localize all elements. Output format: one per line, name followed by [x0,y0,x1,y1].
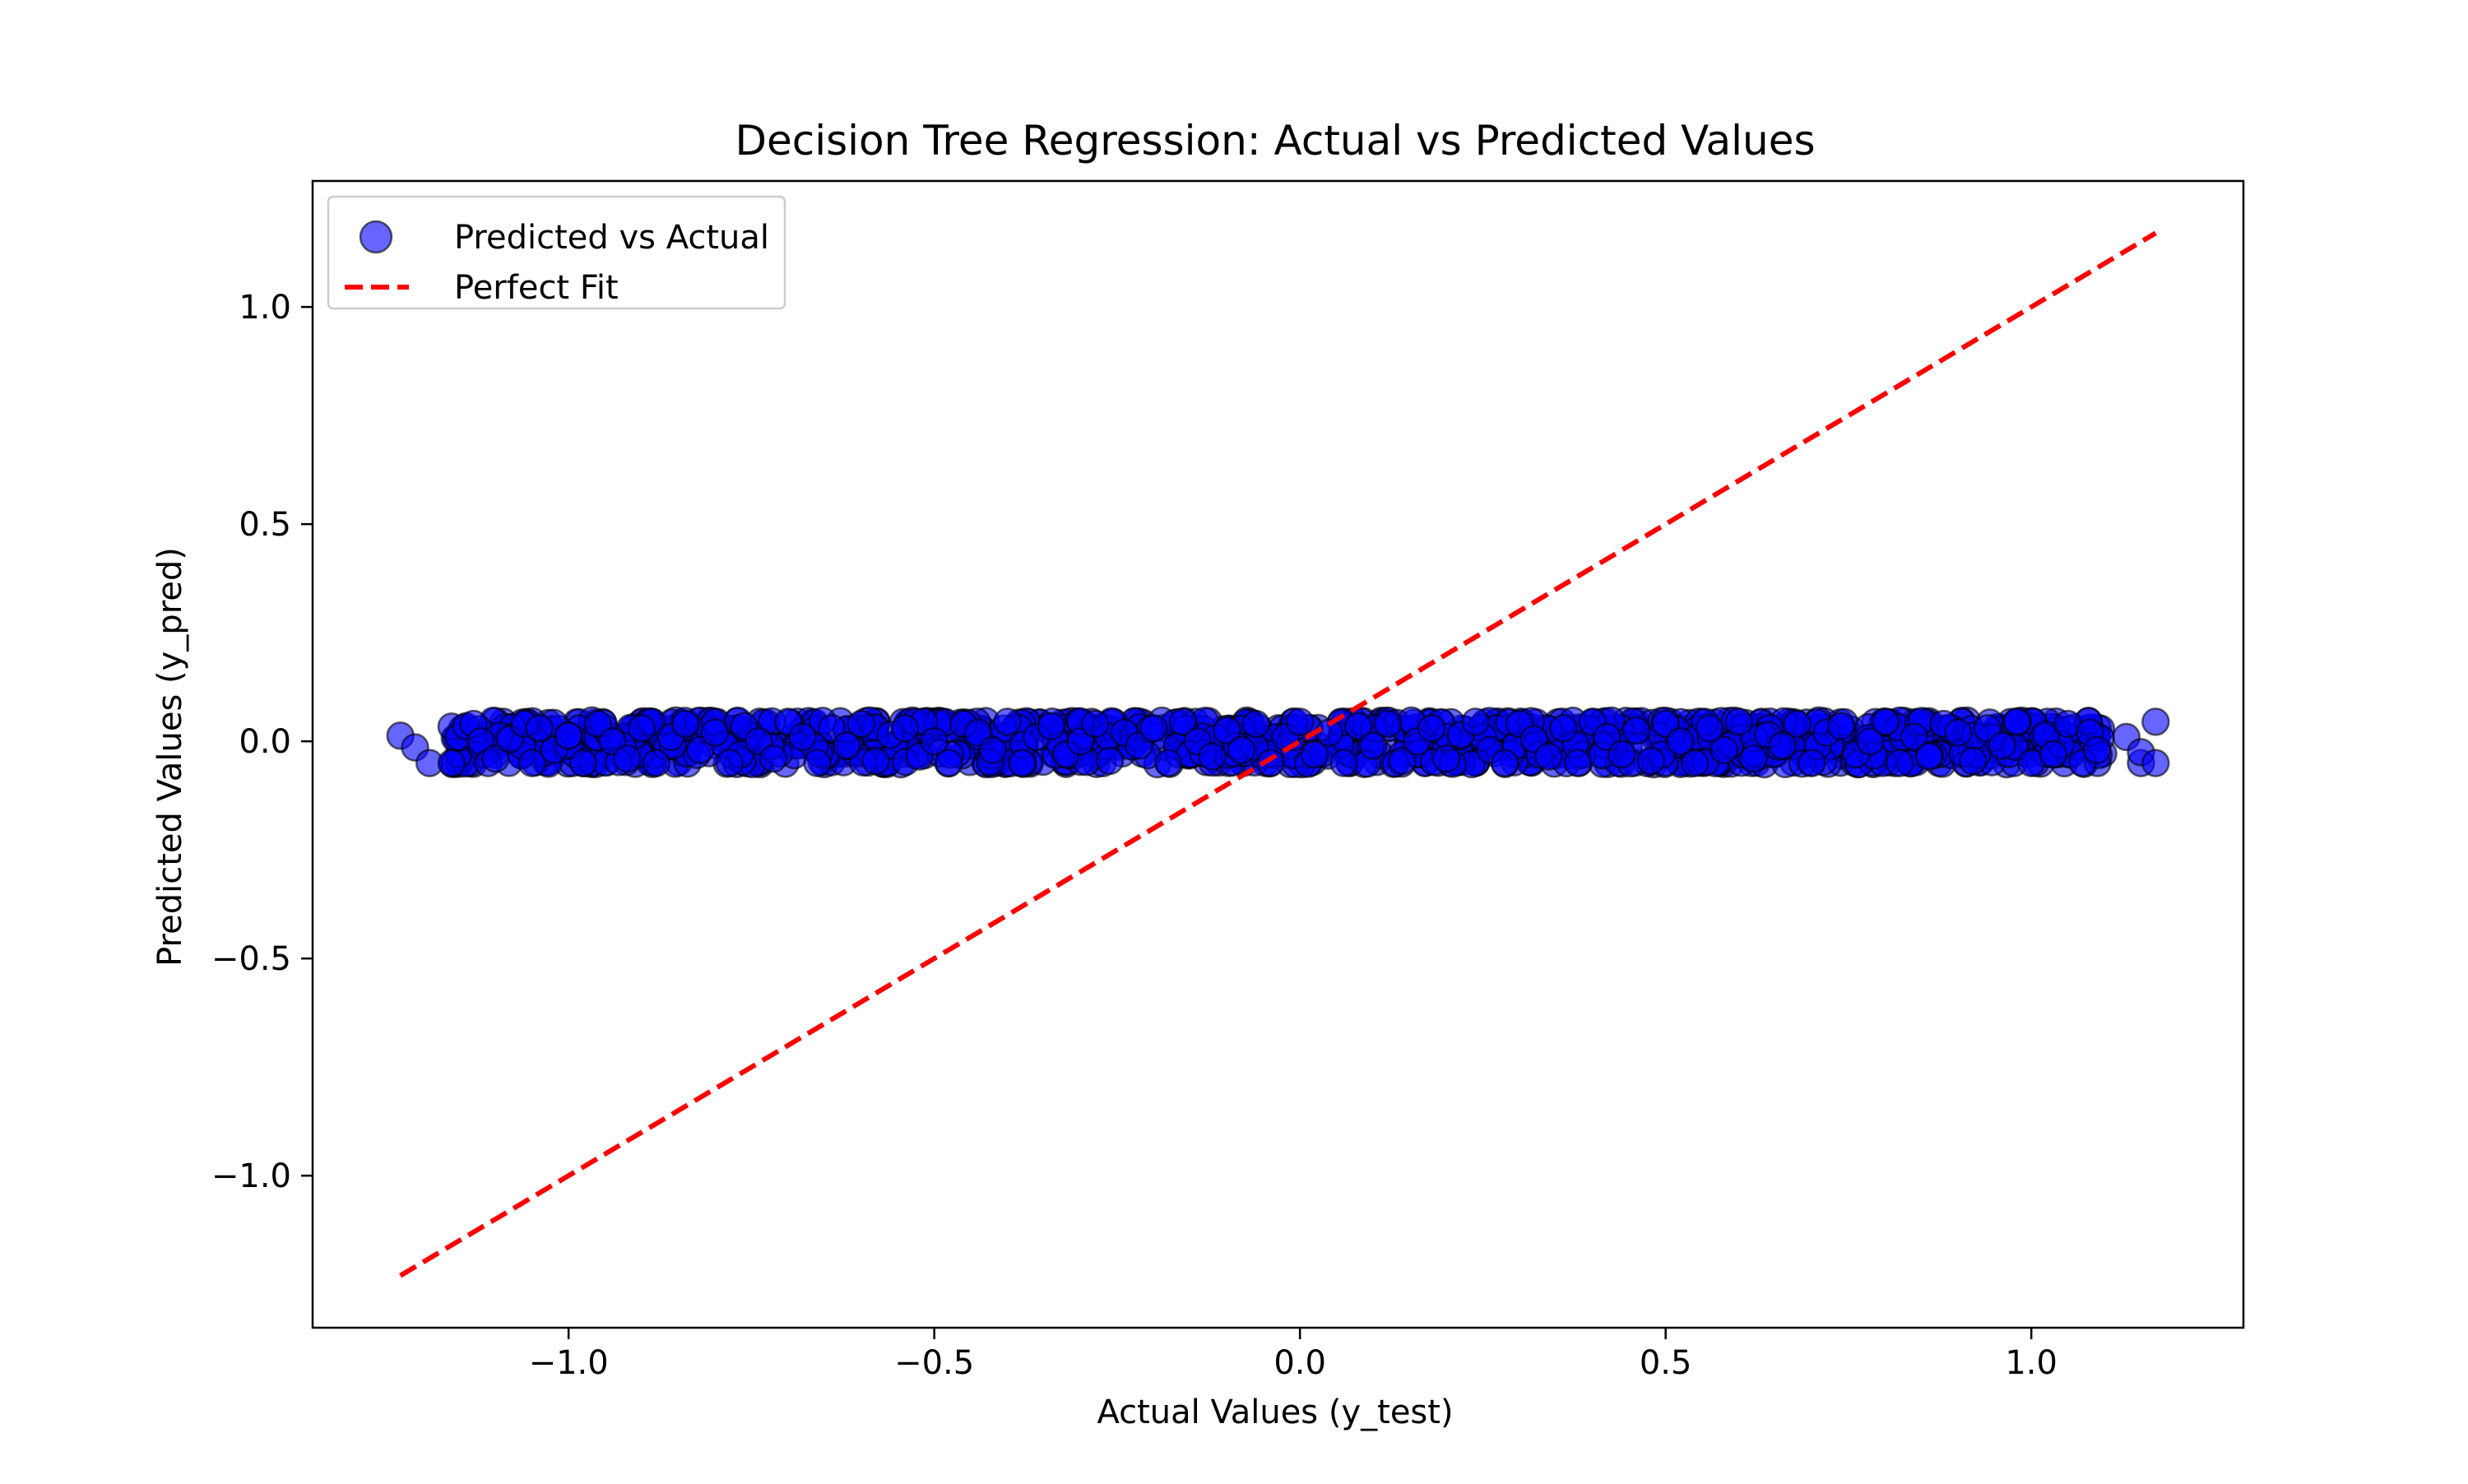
scatter-point [1329,749,1358,777]
scatter-point [1008,749,1037,777]
scatter-point [1300,740,1329,769]
scatter-point [715,749,744,777]
scatter-point [1285,707,1315,736]
x-tick-label: 0.5 [1640,1344,1692,1382]
scatter-point [1241,709,1271,739]
scatter-point [2082,735,2112,764]
scatter-point [1944,718,1973,747]
y-tick-label: 0.5 [239,506,291,544]
scatter-point [2002,707,2031,736]
scatter-point [568,749,598,777]
scatter-point [525,714,554,743]
scatter-point [788,722,817,752]
scatter-point [1417,714,1446,743]
scatter-point [1958,746,1988,776]
x-tick-label: −1.0 [529,1344,609,1382]
scatter-point [803,749,832,777]
legend-box [327,195,786,310]
perfect-fit-line [399,230,2157,1278]
scatter-point [920,726,949,756]
scatter-point [1798,749,1826,777]
scatter-point [758,744,788,773]
scatter-point [1826,712,1856,740]
scatter-point [613,744,642,773]
scatter-point [554,721,583,750]
scatter-point [1783,709,1812,739]
scatter-point [1548,714,1578,743]
scatter-point [1710,735,1739,764]
scatter-point [642,749,671,777]
scatter-point [2141,749,2170,777]
scatter-point [1227,735,1256,764]
scatter-point [1168,707,1198,736]
scatter-point [1213,716,1241,745]
scatter-point [1900,722,1929,752]
x-axis-label: Actual Values (y_test) [1097,1394,1453,1431]
scatter-point [1768,731,1798,760]
scatter-point [832,731,861,760]
scatter-point [1695,714,1724,743]
scatter-point [1080,709,1110,739]
scatter-point [1373,709,1403,739]
scatter-point [437,749,466,777]
scatter-point [1490,749,1519,777]
scatter-point [1739,744,1768,773]
x-tick-label: −0.5 [894,1344,974,1382]
scatter-point [978,735,1008,764]
scatter-point [1388,746,1417,776]
scatter-point [1856,726,1885,756]
plot-area: −1.0 −0.5 0.0 0.5 1.0 −1.0 −0.5 0.0 0.5 1.0 Predic… [211,179,2245,1382]
scatter-point [1680,749,1710,777]
scatter-point [1988,731,2016,760]
scatter-point [847,709,876,739]
scatter-point [1344,712,1373,740]
scatter-point [1636,746,1666,776]
scatter-point [1037,712,1066,740]
scatter-point [1724,707,1753,736]
scatter-point [1461,707,1490,736]
legend-marker-scatter [359,220,393,254]
plot-frame [311,179,2245,1329]
scatter-point [861,746,890,776]
scatter-point [1534,742,1563,771]
scatter-point [1621,716,1651,745]
scatter-point [1431,744,1461,773]
scatter-point [890,714,920,743]
y-tick-label: −0.5 [211,940,291,978]
scatter-point [935,749,963,777]
scatter-point [1914,742,1943,771]
scatter-point [1153,749,1183,777]
scatter-point [1666,726,1695,756]
scatter-point [1139,714,1168,743]
scatter-point [1256,749,1285,777]
scatter-point [481,744,510,773]
y-tick-label: 0.0 [239,723,291,761]
scatter-point [1607,740,1636,769]
legend-label-scatter: Predicted vs Actual [454,219,769,257]
y-axis-label: Predicted Values (y_pred) [151,547,189,967]
scatter-point [1885,749,1914,777]
y-tick-label: −1.0 [211,1157,291,1195]
scatter-point [517,749,546,777]
scatter-point [2141,707,2170,736]
scatter-point [1358,731,1388,760]
x-tick-label: 0.0 [1273,1344,1326,1382]
scatter-point [671,709,700,739]
x-tick-label: 1.0 [2005,1344,2057,1382]
legend-label-line: Perfect Fit [454,269,619,307]
scatter-point [993,707,1022,736]
scatter-point [1871,707,1900,736]
scatter-point [1095,746,1125,776]
scatter-point [1198,742,1227,771]
scatter-point [627,714,656,743]
chart-title: Decision Tree Regression: Actual vs Pred… [735,117,1815,165]
legend: Predicted vs Actual Perfect Fit [327,195,786,310]
scatter-point [700,718,730,747]
plot-data [386,230,2170,1278]
y-tick-label: 1.0 [239,289,291,327]
scatter-point [1563,749,1593,777]
scatter-point [2039,740,2068,769]
